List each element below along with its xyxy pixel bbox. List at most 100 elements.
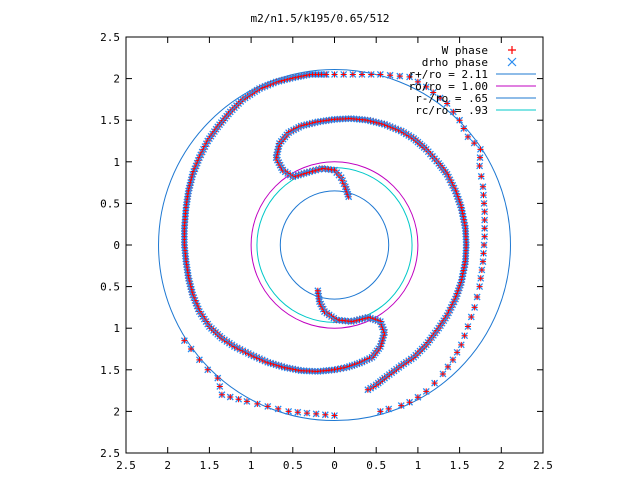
w-phase-point [437,95,444,102]
w-phase-point [275,405,282,412]
w-phase-point [460,125,467,132]
y-tick-label: 0 [113,239,120,252]
w-phase-point [285,408,292,415]
x-tick-label: 2 [498,459,505,472]
w-phase-point [364,386,371,393]
w-phase-point [480,192,487,199]
w-phase-point [481,200,488,207]
x-axis: 2.5 2 1.5 1 0.5 0 0.5 1 1.5 2 2.5 [116,37,553,472]
w-phase-point [398,402,405,409]
x-tick-label: 1 [248,459,255,472]
x-tick-label: 2 [164,459,171,472]
w-phase-point [444,363,451,370]
w-phase-point [477,275,484,282]
legend-label: W phase [442,44,488,57]
w-phase-point [474,294,481,300]
w-phase-point [479,183,486,190]
circle-r+ro [158,68,511,422]
chart-title: m2/n1.5/k195/0.65/512 [250,12,389,25]
legend-label: r+/ro = 2.11 [409,68,488,81]
w-phase-point [480,250,487,257]
y-tick-label: 0.5 [100,197,120,210]
w-phase-point [414,78,421,85]
w-phase-point [468,313,475,320]
w-phase-point [423,83,430,90]
w-phase-point [456,117,463,124]
w-phase-point [264,403,271,410]
w-phase-point [322,411,329,418]
w-phase-point [349,71,356,78]
w-phase-point [204,366,211,373]
x-tick-label: 1 [415,459,422,472]
w-phase-point [314,287,321,294]
w-phase-point [181,337,188,344]
w-phase-point [464,133,471,140]
w-phase-point [387,72,394,79]
w-phase-point [227,393,234,400]
w-phase-point [303,410,310,417]
w-phase-point [478,173,485,180]
w-phase-point [294,409,301,416]
w-phase-point [214,375,221,382]
w-phase-point [430,89,437,96]
x-tick-label: 1.5 [199,459,219,472]
w-phase-point [461,332,468,339]
w-phase-point [471,140,478,147]
y-axis: 2.5 2 1.5 1 0.5 0 0.5 1 1.5 2 2.5 [100,31,543,460]
x-tick-label: 2.5 [533,459,553,472]
w-phase-point [423,388,430,395]
w-phase-point [481,217,488,224]
w-phase-point [478,266,485,273]
w-phase-point [471,304,478,311]
w-phase-point [368,71,375,78]
w-phase-point [481,233,488,240]
w-phase-point [385,405,392,412]
w-phase-point [331,412,338,419]
w-phase-point [235,396,242,403]
legend-label: drho phase [422,56,488,69]
w-phase-point [313,410,320,417]
w-phase-point [431,380,438,387]
w-phase-point [359,71,366,78]
w-phase-point [406,73,413,80]
x-tick-label: 0.5 [283,459,303,472]
legend-label: ro/ro = 1.00 [409,80,488,93]
y-tick-label: 0.5 [100,281,120,294]
y-tick-label: 2 [113,73,120,86]
y-tick-label: 2 [113,405,120,418]
phase-points [180,70,489,420]
legend-label: r-/ro = .65 [415,92,488,105]
w-phase-point [458,341,465,348]
legend-marker-plus [508,46,516,54]
w-phase-point [377,71,384,78]
w-phase-point [243,398,250,405]
w-phase-point [396,73,403,80]
w-phase-point [377,408,384,415]
x-tick-label: 0.5 [366,459,386,472]
circle-roro [250,161,419,329]
w-phase-point [196,356,203,363]
w-phase-point [439,370,446,377]
w-phase-point [454,349,461,356]
w-phase-point [476,283,483,290]
w-phase-point [414,394,421,401]
circle-r-ro [279,190,390,300]
w-phase-point [331,71,338,78]
w-phase-point [444,100,451,107]
x-tick-label: 2.5 [116,459,136,472]
w-phase-point [188,346,195,352]
w-phase-point [254,400,261,407]
w-phase-point [323,71,330,78]
y-tick-label: 2.5 [100,447,120,460]
w-phase-point [477,146,484,153]
w-phase-point [464,323,471,330]
w-phase-point [406,399,413,406]
legend-label: rc/ro = .93 [415,104,488,117]
w-phase-point [481,225,488,232]
w-phase-point [481,242,488,248]
w-phase-point [216,383,223,390]
w-phase-point [476,162,483,169]
y-tick-label: 1.5 [100,364,120,377]
